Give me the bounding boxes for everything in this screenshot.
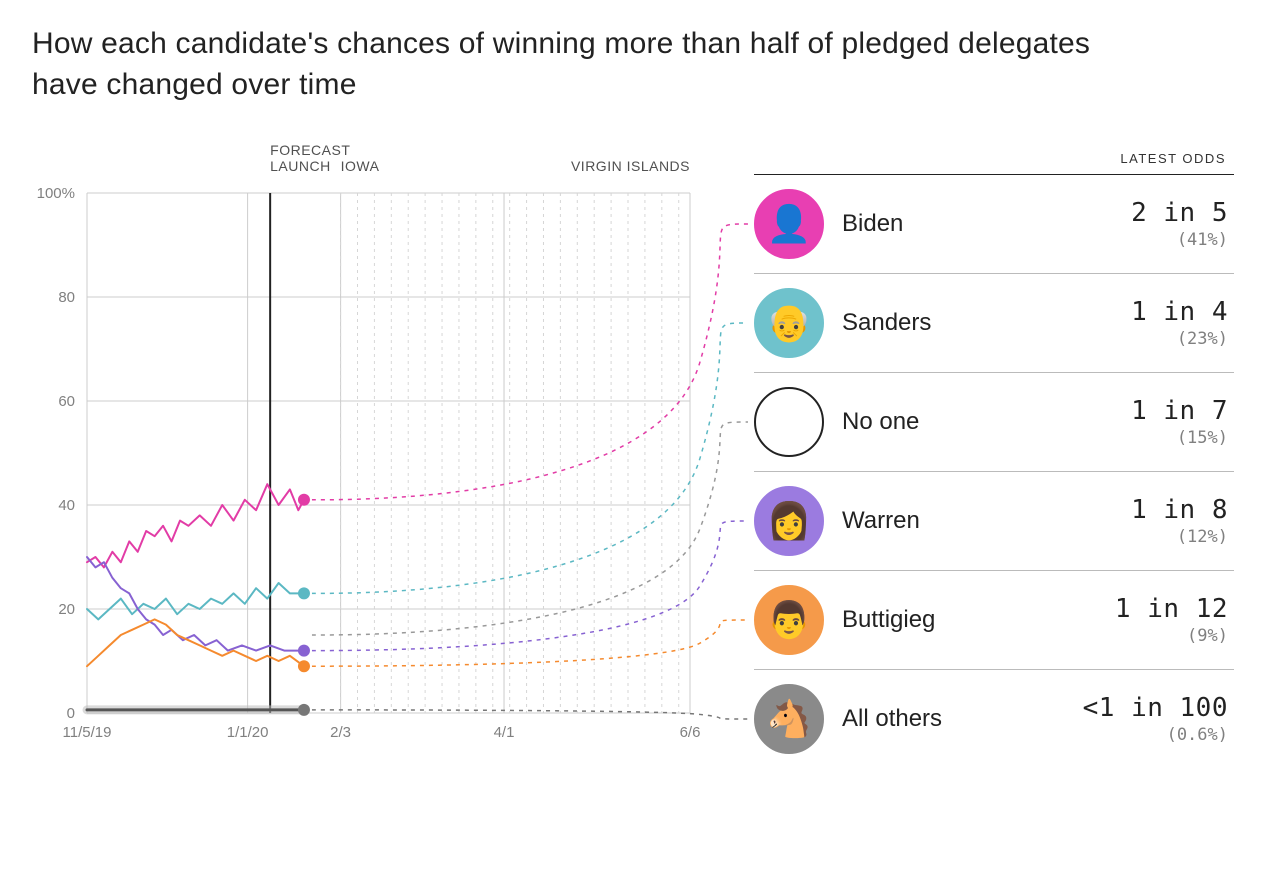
endpoint-sanders (298, 587, 310, 599)
odds-name: No one (842, 408, 1030, 436)
endpoint-buttigieg (298, 660, 310, 672)
y-tick-label: 40 (58, 497, 75, 514)
x-tick-label: 4/1 (494, 724, 515, 741)
y-tick-label: 20 (58, 601, 75, 618)
x-tick-label: 11/5/19 (63, 724, 112, 741)
avatar-noone (754, 387, 824, 457)
series-buttigieg (87, 619, 304, 666)
y-tick-label: 80 (58, 289, 75, 306)
endpoint-warren (298, 645, 310, 657)
chart-stage: 0 20 40 60 80 100% 11/5/19 1/1/20 2/3 4/1 6/6 FOREC… (32, 123, 1248, 783)
series-sanders (87, 583, 304, 619)
odds-fraction: 1 in 8 (1048, 495, 1228, 525)
odds-panel: LATEST ODDS 👤 Biden 2 in 5(41%) 👴 Sanders 1 i… (754, 123, 1234, 768)
odds-numbers: 1 in 7(15%) (1048, 396, 1228, 448)
odds-numbers: <1 in 100(0.6%) (1048, 693, 1228, 745)
x-tick-label: 2/3 (330, 724, 351, 741)
line-chart: 0 20 40 60 80 100% 11/5/19 1/1/20 2/3 4/1 6/6 FOREC… (32, 123, 732, 783)
odds-row-buttigieg: 👨 Buttigieg 1 in 12(9%) (754, 571, 1234, 670)
avatar-warren: 👩 (754, 486, 824, 556)
odds-percent: (23%) (1048, 329, 1228, 349)
odds-name: Sanders (842, 309, 1030, 337)
endpoint-biden (298, 494, 310, 506)
x-tick-label: 1/1/20 (227, 724, 269, 741)
chart-title: How each candidate's chances of winning … (32, 24, 1132, 105)
annotation-label: IOWA (341, 158, 380, 174)
odds-row-noone: No one 1 in 7(15%) (754, 373, 1234, 472)
y-tick-label: 100% (37, 185, 75, 202)
odds-fraction: 1 in 12 (1048, 594, 1228, 624)
odds-percent: (41%) (1048, 230, 1228, 250)
odds-row-biden: 👤 Biden 2 in 5(41%) (754, 175, 1234, 274)
odds-percent: (12%) (1048, 527, 1228, 547)
odds-percent: (9%) (1048, 626, 1228, 646)
y-tick-label: 60 (58, 393, 75, 410)
avatar-biden: 👤 (754, 189, 824, 259)
odds-percent: (0.6%) (1048, 725, 1228, 745)
odds-row-others: 🐴 All others <1 in 100(0.6%) (754, 670, 1234, 768)
odds-name: Biden (842, 210, 1030, 238)
annotation-label: FORECAST (270, 142, 350, 158)
x-tick-label: 6/6 (680, 724, 701, 741)
odds-name: Buttigieg (842, 606, 1030, 634)
avatar-others: 🐴 (754, 684, 824, 754)
odds-header: LATEST ODDS (754, 123, 1234, 175)
odds-fraction: 1 in 4 (1048, 297, 1228, 327)
odds-numbers: 2 in 5(41%) (1048, 198, 1228, 250)
odds-name: Warren (842, 507, 1030, 535)
odds-percent: (15%) (1048, 428, 1228, 448)
odds-name: All others (842, 705, 1030, 733)
odds-numbers: 1 in 12(9%) (1048, 594, 1228, 646)
annotation-label: VIRGIN ISLANDS (571, 158, 690, 174)
odds-row-sanders: 👴 Sanders 1 in 4(23%) (754, 274, 1234, 373)
annotation-label: LAUNCH (270, 158, 331, 174)
endpoint-others (298, 704, 310, 716)
odds-numbers: 1 in 8(12%) (1048, 495, 1228, 547)
avatar-buttigieg: 👨 (754, 585, 824, 655)
y-tick-label: 0 (67, 705, 75, 722)
odds-fraction: 1 in 7 (1048, 396, 1228, 426)
odds-fraction: 2 in 5 (1048, 198, 1228, 228)
odds-row-warren: 👩 Warren 1 in 8(12%) (754, 472, 1234, 571)
odds-numbers: 1 in 4(23%) (1048, 297, 1228, 349)
series-biden (87, 484, 304, 567)
odds-fraction: <1 in 100 (1048, 693, 1228, 723)
avatar-sanders: 👴 (754, 288, 824, 358)
